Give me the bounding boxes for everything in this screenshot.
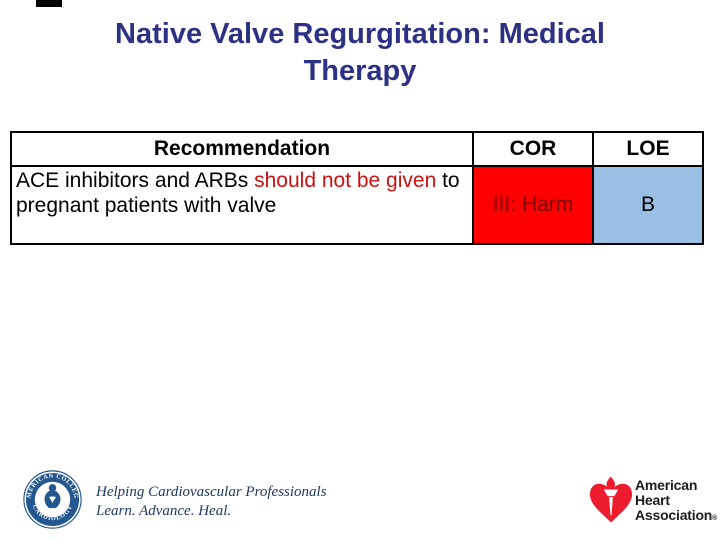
header-loe: LOE: [592, 131, 704, 167]
header-recommendation: Recommendation: [10, 131, 474, 167]
registered-mark: ®: [712, 515, 718, 522]
recommendation-text-normal-2: to pregnant patients with valve: [16, 169, 460, 217]
header-cor: COR: [472, 131, 594, 167]
cor-cell: III: Harm: [472, 165, 594, 245]
recommendation-text-red: should not be given: [254, 169, 437, 192]
recommendation-cell: ACE inhibitors and ARBs should not be gi…: [10, 165, 474, 245]
acc-tagline: Helping Cardiovascular Professionals Lea…: [96, 483, 327, 521]
aha-heart-torch-icon: [589, 476, 633, 523]
page-title: Native Valve Regurgitation: Medical Thera…: [0, 16, 720, 90]
aha-wordmark: American Heart Association®: [635, 478, 717, 526]
acc-tagline-line-1: Helping Cardiovascular Professionals: [96, 484, 327, 500]
recommendation-text-normal-1: ACE inhibitors and ARBs: [16, 169, 255, 192]
acc-seal-figure: [44, 484, 61, 509]
table-header-row: Recommendation COR LOE: [10, 131, 704, 167]
loe-cell: B: [592, 165, 704, 245]
aha-wordmark-line-2: Heart: [635, 492, 670, 508]
title-line-2: Therapy: [303, 55, 417, 87]
recommendation-table: Recommendation COR LOE ACE inhibitors an…: [10, 131, 704, 245]
acc-seal-logo: AMERICAN COLLEGE CARDIOLOGY: [23, 470, 82, 529]
aha-wordmark-line-1: American: [635, 477, 698, 493]
aha-wordmark-line-3: Association®: [635, 508, 717, 526]
table-row: ACE inhibitors and ARBs should not be gi…: [10, 165, 704, 245]
aha-association-text: Association: [635, 507, 713, 523]
title-line-1: Native Valve Regurgitation: Medical: [115, 18, 605, 50]
corner-mark: [36, 0, 62, 7]
acc-tagline-line-2: Learn. Advance. Heal.: [96, 503, 232, 519]
